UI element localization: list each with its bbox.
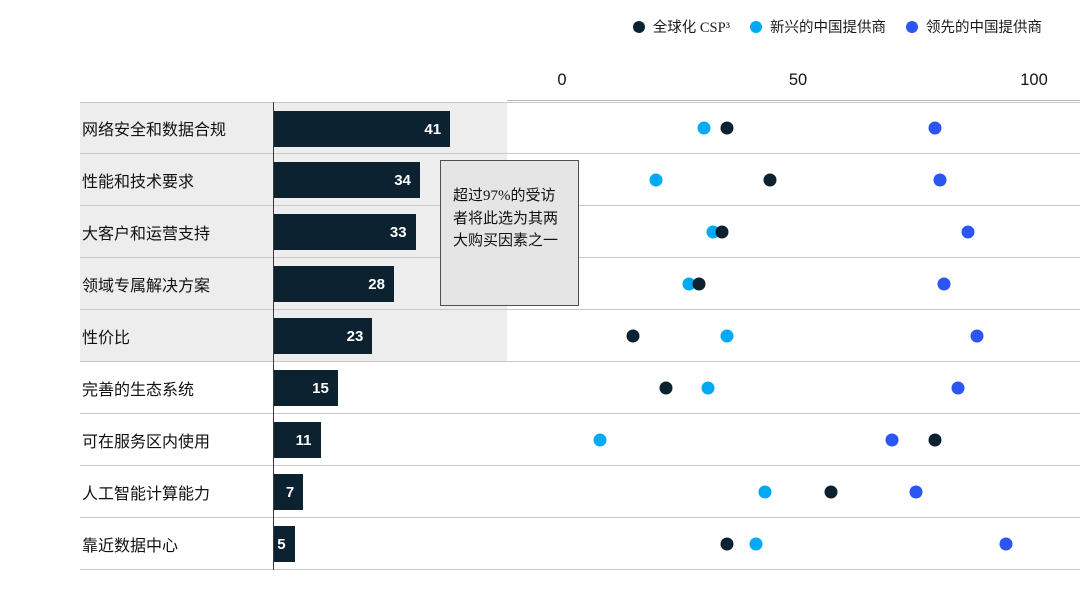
legend-item-global-csp: 全球化 CSP³ <box>632 16 730 37</box>
dot <box>928 121 942 135</box>
dot <box>593 433 607 446</box>
bar: 33 <box>273 214 416 250</box>
legend-item-emerging-china: 新兴的中国提供商 <box>750 16 886 37</box>
dot <box>692 277 706 290</box>
x-axis-line <box>507 100 1080 101</box>
dot <box>715 225 729 238</box>
dot <box>749 537 763 550</box>
bar: 11 <box>273 422 321 458</box>
bar: 7 <box>273 474 304 510</box>
annotation-text: 超过97%的受访者将此选为其两大购买因素之一 <box>453 188 559 249</box>
category-label: 可在服务区内使用 <box>82 433 211 451</box>
dot <box>659 381 673 394</box>
legend-dot-cyan-icon <box>750 20 762 33</box>
dot <box>909 485 923 498</box>
category-label: 性价比 <box>82 329 131 347</box>
annotation-box: 超过97%的受访者将此选为其两大购买因素之一 <box>440 160 579 306</box>
dot <box>970 329 984 342</box>
chart-row: 性价比 23 <box>80 310 1080 362</box>
chart-row: 领域专属解决方案 28 <box>80 258 1080 310</box>
legend: 全球化 CSP³ 新兴的中国提供商 领先的中国提供商 <box>632 16 1042 37</box>
category-label: 完善的生态系统 <box>82 381 195 399</box>
bar-value-label: 5 <box>277 535 286 553</box>
dot <box>720 537 734 550</box>
bar: 41 <box>273 111 451 147</box>
bar: 15 <box>273 370 338 406</box>
bar: 23 <box>273 318 373 354</box>
bar: 34 <box>273 162 420 198</box>
dot <box>720 121 734 135</box>
dot <box>961 225 975 238</box>
dot <box>697 121 711 135</box>
chart-row: 可在服务区内使用 11 <box>80 414 1080 466</box>
bar-value-label: 7 <box>285 483 295 501</box>
x-axis-tick-label: 50 <box>788 71 808 89</box>
chart-row: 完善的生态系统 15 <box>80 362 1080 414</box>
dot <box>824 485 838 498</box>
category-label: 人工智能计算能力 <box>82 485 211 503</box>
x-axis-tick-label: 0 <box>557 71 567 89</box>
bar-value-label: 34 <box>394 171 411 189</box>
chart-row: 性能和技术要求 34 <box>80 154 1080 206</box>
x-axis-tick-label: 100 <box>1020 71 1048 89</box>
category-label: 领域专属解决方案 <box>82 277 211 295</box>
legend-label: 全球化 CSP³ <box>652 20 730 36</box>
bar-value-label: 15 <box>312 379 329 397</box>
chart-row: 网络安全和数据合规 41 <box>80 102 1080 154</box>
dot <box>720 329 734 342</box>
dot <box>649 173 663 186</box>
legend-dot-dark-icon <box>632 20 645 33</box>
dot <box>928 433 942 446</box>
legend-item-leading-china: 领先的中国提供商 <box>906 16 1042 37</box>
dot <box>951 381 965 394</box>
bar: 28 <box>273 266 394 302</box>
bar-value-label: 23 <box>346 327 364 345</box>
bar-value-label: 28 <box>368 275 385 293</box>
legend-label: 领先的中国提供商 <box>926 20 1042 36</box>
dot <box>999 537 1013 550</box>
chart-row: 大客户和运营支持 33 <box>80 206 1080 258</box>
category-label: 网络安全和数据合规 <box>82 122 227 139</box>
dot <box>937 277 951 290</box>
dot <box>626 329 640 342</box>
category-label: 性能和技术要求 <box>82 173 195 191</box>
bar-value-label: 33 <box>389 223 407 241</box>
dot <box>763 173 777 186</box>
category-label: 靠近数据中心 <box>82 537 179 555</box>
dot <box>933 173 947 186</box>
bar-value-label: 41 <box>424 120 442 138</box>
dot <box>885 433 899 446</box>
category-label: 大客户和运营支持 <box>82 225 211 243</box>
legend-label: 新兴的中国提供商 <box>770 20 886 36</box>
chart-row: 人工智能计算能力 7 <box>80 466 1080 518</box>
dot <box>701 381 715 394</box>
bar-value-label: 11 <box>295 431 312 449</box>
legend-dot-blue-icon <box>906 20 918 33</box>
bar: 5 <box>273 526 295 562</box>
chart-row: 靠近数据中心 5 <box>80 518 1080 570</box>
dot <box>758 485 772 498</box>
bar-axis-line <box>273 102 274 570</box>
